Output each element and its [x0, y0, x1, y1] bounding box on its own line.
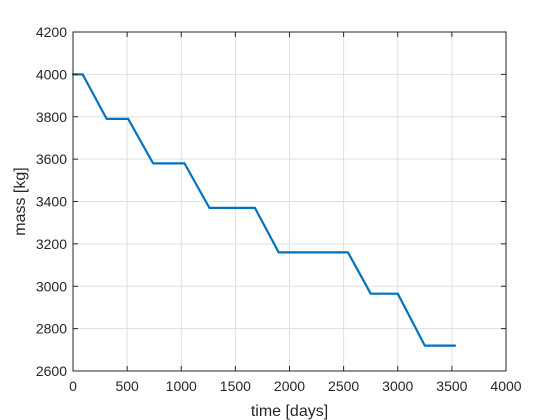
mass-series-line: [71, 73, 457, 347]
y-tick-label: 3000: [36, 278, 67, 294]
x-tick-label: 1500: [220, 378, 251, 394]
y-tick-label: 4000: [36, 66, 67, 82]
x-tick-label: 2500: [328, 378, 359, 394]
x-axis-label: time [days]: [251, 403, 328, 420]
x-tick-label: 2000: [274, 378, 305, 394]
x-tick-label: 0: [69, 378, 77, 394]
y-tick-label: 3200: [36, 236, 67, 252]
series-layer: [71, 73, 457, 347]
x-tick-label: 3500: [436, 378, 467, 394]
y-tick-label: 3800: [36, 109, 67, 125]
x-tick-label: 3000: [382, 378, 413, 394]
x-tick-label: 4000: [490, 378, 521, 394]
y-tick-label: 2800: [36, 321, 67, 337]
y-tick-label: 4200: [36, 24, 67, 40]
x-tick-label: 500: [115, 378, 139, 394]
x-tick-label: 1000: [166, 378, 197, 394]
tick-labels: 0 500 1000 1500 2000 2500 3000 3500 4000 2600 2800…: [36, 24, 522, 394]
y-tick-label: 2600: [36, 363, 67, 379]
y-tick-label: 3600: [36, 151, 67, 167]
y-axis-label: mass [kg]: [12, 167, 29, 235]
axes: [72, 31, 507, 372]
y-tick-label: 3400: [36, 194, 67, 210]
